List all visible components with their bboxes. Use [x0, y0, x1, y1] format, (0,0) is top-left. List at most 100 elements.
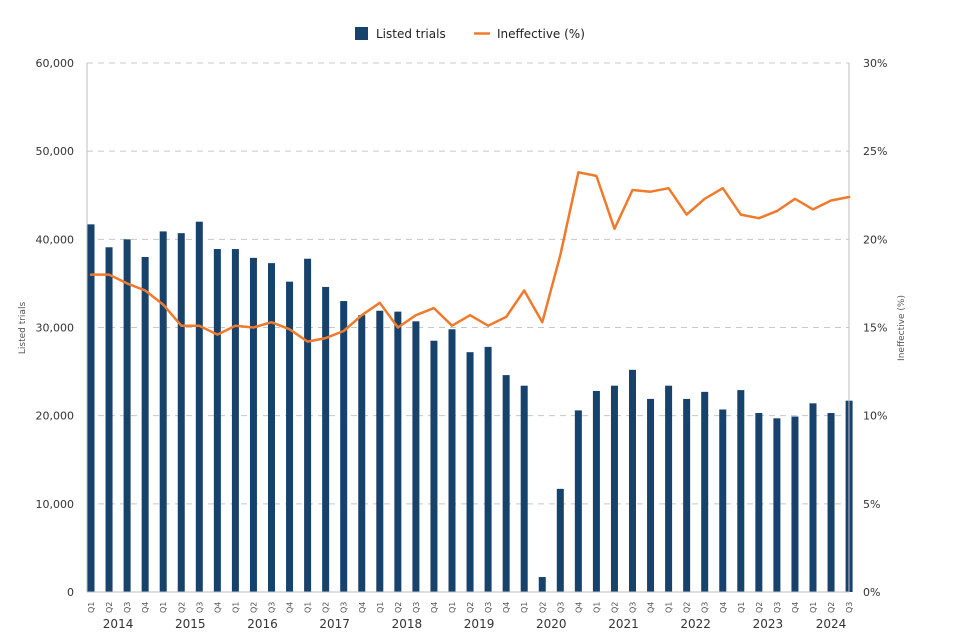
x-tick-label-quarter: Q2	[538, 602, 547, 613]
x-tick-label-quarter: Q1	[159, 602, 168, 613]
x-tick-label-quarter: Q3	[701, 602, 710, 613]
bar	[286, 281, 294, 592]
y-tick-label-right: 25%	[863, 145, 887, 158]
bar	[159, 231, 167, 593]
x-tick-label-quarter: Q3	[123, 602, 132, 613]
bar	[610, 385, 618, 592]
bar	[430, 340, 438, 592]
bar	[556, 488, 564, 592]
bar	[87, 224, 95, 592]
bar	[340, 301, 348, 592]
bar	[358, 315, 366, 592]
x-tick-label-quarter: Q2	[683, 602, 692, 613]
x-tick-label-quarter: Q4	[647, 602, 656, 613]
bar-series-listed-trials	[87, 221, 853, 593]
y-tick-label-right: 20%	[863, 233, 887, 246]
x-tick-label-year: 2020	[536, 617, 567, 631]
y-tick-label-left: 50,000	[36, 145, 75, 158]
x-tick-label-year: 2022	[680, 617, 711, 631]
x-tick-label-quarter: Q2	[177, 602, 186, 613]
x-tick-label-quarter: Q3	[484, 602, 493, 613]
x-tick-label-quarter: Q4	[213, 602, 222, 613]
x-tick-label-quarter: Q4	[502, 602, 511, 613]
x-tick-label-quarter: Q4	[430, 602, 439, 613]
bar	[195, 221, 203, 592]
y-tick-label-left: 30,000	[36, 322, 75, 335]
legend: Listed trials Ineffective (%)	[355, 27, 585, 41]
y-tick-label-left: 10,000	[36, 498, 75, 511]
x-tick-label-quarter: Q2	[249, 602, 258, 613]
x-tick-label-quarter: Q2	[105, 602, 114, 613]
x-tick-label-quarter: Q4	[574, 602, 583, 613]
x-tick-label-quarter: Q1	[592, 602, 601, 613]
x-tick-label-quarter: Q3	[340, 602, 349, 613]
y-tick-label-right: 15%	[863, 322, 887, 335]
x-tick-label-quarter: Q1	[809, 602, 818, 613]
bar	[665, 385, 673, 592]
y-tick-label-left: 60,000	[36, 57, 75, 70]
bar	[827, 413, 835, 592]
legend-bar-swatch	[355, 27, 368, 40]
bar	[809, 403, 817, 592]
x-tick-label-quarter: Q2	[466, 602, 475, 613]
bar	[701, 391, 709, 592]
x-tick-label-year: 2024	[816, 617, 847, 631]
bar	[629, 369, 636, 592]
y-tick-label-right: 30%	[863, 57, 887, 70]
x-tick-label-quarter: Q1	[520, 602, 529, 613]
bar	[502, 375, 510, 592]
x-tick-label-quarter: Q1	[304, 602, 313, 613]
x-tick-label-year: 2021	[608, 617, 639, 631]
bar	[394, 311, 402, 592]
bar	[448, 329, 456, 592]
x-tick-label-year: 2018	[392, 617, 423, 631]
x-tick-label-quarter: Q2	[322, 602, 331, 613]
bar	[304, 258, 312, 592]
x-tick-label-quarter: Q4	[791, 602, 800, 613]
bar	[249, 257, 257, 592]
bar	[466, 352, 474, 592]
x-tick-label-quarter: Q1	[87, 602, 96, 613]
x-tick-label-quarter: Q2	[827, 602, 836, 613]
bar	[268, 263, 275, 592]
bar	[592, 390, 600, 592]
tick-labels: 0 10,000 20,000 30,000 40,000 50,000 60,000 0% 5…	[36, 57, 888, 631]
axes	[86, 63, 850, 593]
bar	[177, 233, 185, 592]
x-tick-label-quarter: Q4	[286, 602, 295, 613]
bar	[737, 390, 745, 592]
bar	[574, 410, 582, 592]
x-tick-label-quarter: Q1	[737, 602, 746, 613]
bar	[322, 286, 330, 592]
x-tick-label-quarter: Q1	[376, 602, 385, 613]
line-series-ineffective	[89, 171, 851, 343]
legend-line-label: Ineffective (%)	[497, 27, 585, 41]
bar	[520, 385, 528, 592]
y-tick-label-right: 0%	[863, 586, 880, 599]
y-axis-title-right: Ineffective (%)	[897, 295, 907, 361]
bar	[141, 256, 149, 592]
bar	[538, 577, 546, 592]
x-tick-label-quarter: Q3	[773, 602, 782, 613]
bar	[773, 418, 781, 592]
bar	[412, 321, 420, 592]
x-tick-label-quarter: Q4	[141, 602, 150, 613]
x-tick-label-quarter: Q1	[231, 602, 240, 613]
bar	[683, 398, 691, 592]
x-tick-label-quarter: Q3	[845, 602, 854, 613]
x-tick-label-quarter: Q1	[665, 602, 674, 613]
y-tick-label-left: 20,000	[36, 410, 75, 423]
x-tick-label-quarter: Q3	[629, 602, 638, 613]
x-tick-label-quarter: Q3	[412, 602, 421, 613]
bar	[484, 346, 492, 592]
x-tick-label-quarter: Q1	[448, 602, 457, 613]
bar	[647, 398, 655, 592]
x-tick-label-year: 2016	[247, 617, 278, 631]
bar	[755, 413, 763, 592]
legend-bar-label: Listed trials	[376, 27, 446, 41]
bar	[791, 416, 799, 592]
bar	[376, 310, 384, 592]
bar	[213, 249, 221, 592]
x-tick-label-quarter: Q4	[358, 602, 367, 613]
x-tick-label-quarter: Q4	[719, 602, 728, 613]
